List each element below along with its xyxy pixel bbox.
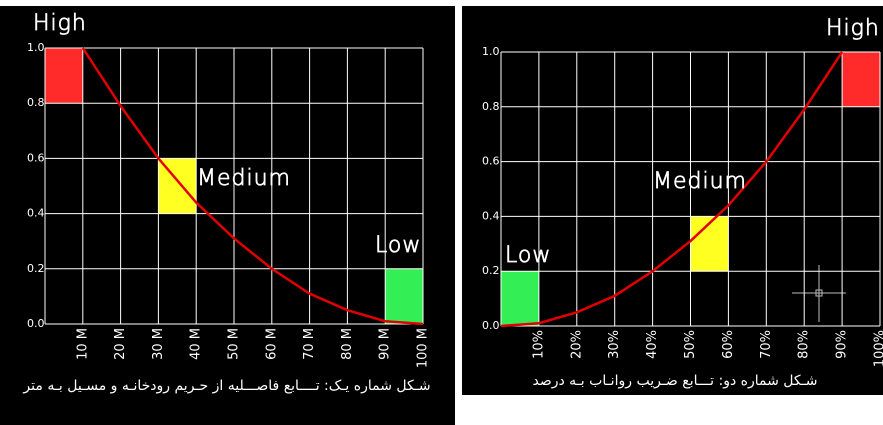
region bbox=[842, 52, 880, 107]
y-tick-label: 1.0 bbox=[482, 45, 500, 58]
x-tick-label: 100% bbox=[873, 330, 883, 367]
x-tick-label: 70 M bbox=[302, 328, 317, 360]
y-tick-label: 0.8 bbox=[27, 96, 45, 109]
x-tick-label: 10 M bbox=[75, 328, 90, 360]
y-tick-label: 0.6 bbox=[27, 151, 45, 164]
y-tick-label: 0.4 bbox=[482, 209, 500, 222]
panel bbox=[462, 6, 883, 395]
y-tick-label: 0.2 bbox=[482, 264, 500, 277]
x-tick-label: 30 M bbox=[151, 328, 166, 360]
region bbox=[385, 268, 423, 324]
region-label: High bbox=[826, 16, 880, 41]
caption: شـكل شماره دو: تـــابع ضـريب روانـاب بـه… bbox=[532, 373, 818, 389]
y-tick-label: 0.0 bbox=[482, 319, 500, 332]
y-tick-label: 0.6 bbox=[482, 155, 500, 168]
x-tick-label: 50% bbox=[683, 330, 698, 359]
x-tick-label: 40% bbox=[645, 330, 660, 359]
y-tick-label: 0.2 bbox=[27, 262, 45, 275]
caption: شـكل شماره يـک: تــــابع فاصـــليه از حـ… bbox=[23, 378, 431, 394]
y-tick-label: 0.8 bbox=[482, 100, 500, 113]
region bbox=[501, 271, 539, 326]
x-tick-label: 70% bbox=[759, 330, 774, 359]
x-tick-label: 40 M bbox=[189, 328, 204, 360]
x-tick-label: 80 M bbox=[340, 328, 355, 360]
x-tick-label: 50 M bbox=[227, 328, 242, 360]
y-tick-label: 0.0 bbox=[27, 317, 45, 330]
x-tick-label: 20% bbox=[569, 330, 584, 359]
x-tick-label: 100 M bbox=[416, 328, 431, 368]
region bbox=[690, 216, 729, 272]
x-tick-label: 90% bbox=[835, 330, 850, 359]
region-label: Medium bbox=[197, 166, 291, 191]
x-tick-label: 60% bbox=[721, 330, 736, 359]
x-tick-label: 90 M bbox=[378, 328, 393, 360]
region-label: Medium bbox=[653, 169, 747, 194]
x-tick-label: 10% bbox=[531, 330, 546, 359]
x-tick-label: 20 M bbox=[113, 328, 128, 360]
region-label: Low bbox=[505, 243, 551, 268]
cursor bbox=[792, 265, 846, 322]
region bbox=[45, 48, 83, 104]
x-tick-label: 60 M bbox=[264, 328, 279, 360]
region-label: Low bbox=[375, 233, 421, 258]
x-tick-label: 30% bbox=[607, 330, 622, 359]
curve bbox=[81, 47, 424, 326]
region-label: High bbox=[33, 11, 87, 36]
y-tick-label: 1.0 bbox=[27, 41, 45, 54]
x-tick-label: 80% bbox=[797, 330, 812, 359]
y-tick-label: 0.4 bbox=[27, 207, 45, 220]
curve bbox=[500, 51, 844, 328]
